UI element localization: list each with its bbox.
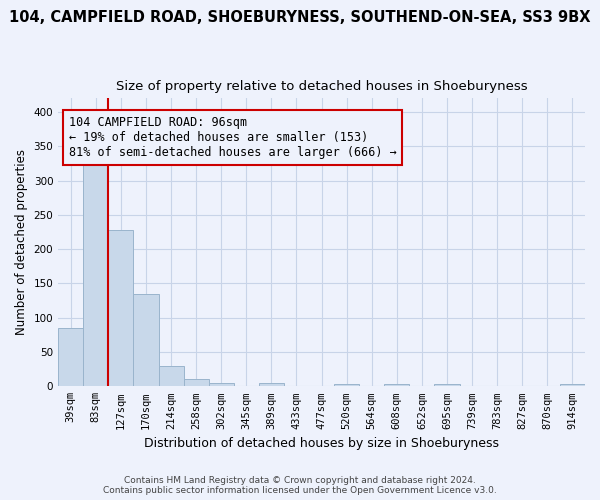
Bar bbox=[158, 366, 184, 386]
Title: Size of property relative to detached houses in Shoeburyness: Size of property relative to detached ho… bbox=[116, 80, 527, 93]
X-axis label: Distribution of detached houses by size in Shoeburyness: Distribution of detached houses by size … bbox=[144, 437, 499, 450]
Bar bbox=[434, 384, 460, 386]
Bar bbox=[560, 384, 585, 386]
Bar bbox=[209, 383, 234, 386]
Bar bbox=[259, 383, 284, 386]
Bar bbox=[109, 230, 133, 386]
Bar bbox=[133, 294, 158, 386]
Bar bbox=[385, 384, 409, 386]
Bar bbox=[184, 379, 209, 386]
Bar bbox=[83, 156, 109, 386]
Text: 104, CAMPFIELD ROAD, SHOEBURYNESS, SOUTHEND-ON-SEA, SS3 9BX: 104, CAMPFIELD ROAD, SHOEBURYNESS, SOUTH… bbox=[9, 10, 591, 25]
Text: Contains HM Land Registry data © Crown copyright and database right 2024.
Contai: Contains HM Land Registry data © Crown c… bbox=[103, 476, 497, 495]
Bar bbox=[58, 328, 83, 386]
Bar bbox=[334, 384, 359, 386]
Text: 104 CAMPFIELD ROAD: 96sqm
← 19% of detached houses are smaller (153)
81% of semi: 104 CAMPFIELD ROAD: 96sqm ← 19% of detac… bbox=[69, 116, 397, 158]
Y-axis label: Number of detached properties: Number of detached properties bbox=[15, 150, 28, 336]
